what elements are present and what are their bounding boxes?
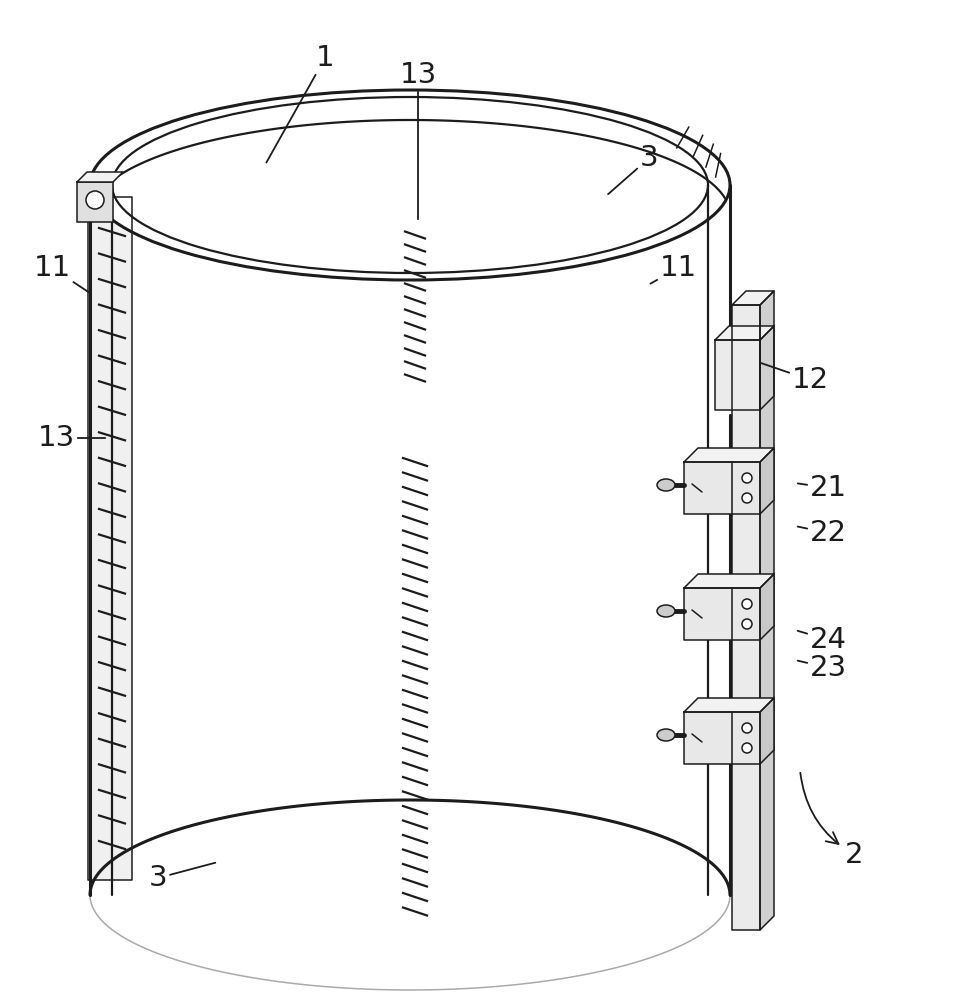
Polygon shape [760,698,774,764]
Polygon shape [77,172,123,182]
Polygon shape [684,588,760,640]
Ellipse shape [90,90,730,280]
Polygon shape [760,448,774,514]
Text: 1: 1 [266,44,334,163]
Text: 22: 22 [798,519,847,547]
Ellipse shape [86,191,104,209]
Polygon shape [760,574,774,640]
Polygon shape [684,574,774,588]
Text: 13: 13 [38,424,106,452]
Text: 21: 21 [798,474,847,502]
Ellipse shape [742,619,752,629]
Polygon shape [88,197,132,880]
Ellipse shape [112,97,708,273]
Polygon shape [90,185,730,895]
Polygon shape [90,895,730,990]
Ellipse shape [657,479,675,491]
Ellipse shape [742,723,752,733]
Polygon shape [684,698,774,712]
Ellipse shape [742,473,752,483]
Text: 3: 3 [608,144,658,194]
Polygon shape [715,326,774,340]
Text: 13: 13 [400,61,437,219]
Text: 11: 11 [650,254,697,284]
Polygon shape [684,712,760,764]
Polygon shape [760,326,774,410]
Polygon shape [684,462,760,514]
Polygon shape [732,291,774,305]
Text: 24: 24 [798,626,847,654]
Text: 12: 12 [761,363,830,394]
Polygon shape [715,340,760,410]
Polygon shape [732,305,760,930]
Text: 11: 11 [33,254,91,293]
Ellipse shape [657,729,675,741]
Text: 2: 2 [801,773,863,869]
Ellipse shape [742,493,752,503]
Polygon shape [760,291,774,930]
Ellipse shape [657,605,675,617]
Ellipse shape [742,743,752,753]
Bar [77,182,113,222]
Ellipse shape [742,599,752,609]
Text: 3: 3 [149,863,215,892]
Polygon shape [684,448,774,462]
Text: 23: 23 [798,654,847,682]
